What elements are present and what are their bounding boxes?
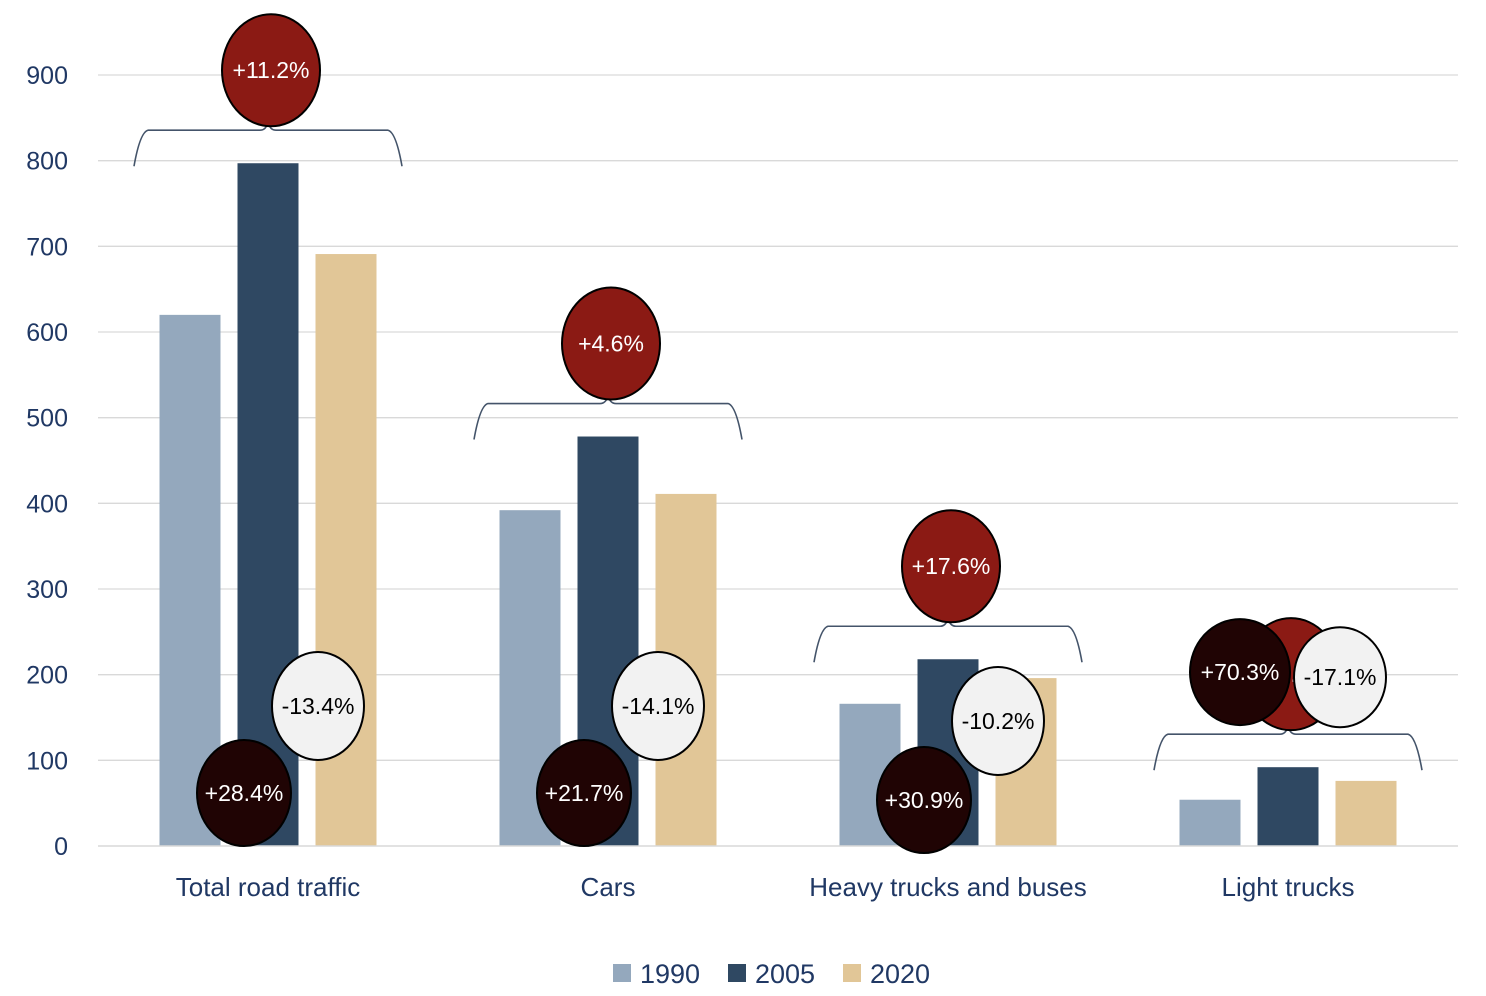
annotation-ellipse <box>561 286 661 401</box>
y-tick-label: 0 <box>54 833 68 861</box>
category-label: Total road traffic <box>176 872 361 902</box>
annotation-label: -14.1% <box>622 693 695 719</box>
annotation-label: +28.4% <box>205 780 284 806</box>
annotation-label: +70.3% <box>1201 659 1280 685</box>
annotation-bubble: +17.6% <box>901 509 1001 624</box>
annotation-ellipse <box>611 651 705 761</box>
bar-1990 <box>1179 799 1241 846</box>
bar-2005 <box>1257 767 1319 846</box>
annotation-label: -17.1% <box>1304 664 1377 690</box>
annotation-label: +4.6% <box>578 331 644 357</box>
y-tick-label: 300 <box>26 576 68 604</box>
annotation-ellipse <box>951 666 1045 776</box>
annotation-label: +11.2% <box>233 57 310 83</box>
y-tick-label: 900 <box>26 62 68 90</box>
annotation-ellipse <box>1293 626 1387 729</box>
annotation-bubble: +28.4% <box>196 739 292 847</box>
y-tick-label: 500 <box>26 405 68 433</box>
bar-2020 <box>1335 780 1397 846</box>
y-tick-label: 700 <box>26 233 68 261</box>
y-tick-label: 400 <box>26 490 68 518</box>
legend-swatch-2020 <box>843 964 861 982</box>
annotation-ellipse <box>536 739 632 847</box>
y-axis-tick-labels: 0 100 200 300 400 500 600 700 800 900 <box>26 62 68 861</box>
annotation-bubble: +11.2% <box>221 13 321 128</box>
annotation-bubble: +4.6% <box>561 286 661 401</box>
annotation-label: -10.2% <box>962 708 1035 734</box>
group-bracket <box>133 122 403 167</box>
annotation-ellipse <box>196 739 292 847</box>
legend-swatch-2005 <box>728 964 746 982</box>
legend-label: 1990 <box>640 959 700 989</box>
category-label: Light trucks <box>1222 872 1355 902</box>
annotation-bubble: -17.1% <box>1293 626 1387 729</box>
category-label: Heavy trucks and buses <box>809 872 1086 902</box>
y-tick-label: 200 <box>26 662 68 690</box>
group-bracket <box>813 618 1083 663</box>
legend: 1990 2005 2020 <box>613 959 930 989</box>
annotation-label: +30.9% <box>885 787 964 813</box>
group-bracket <box>1153 725 1423 771</box>
annotation-bubble: -10.2% <box>951 666 1045 776</box>
annotation-label: -13.4% <box>282 693 355 719</box>
legend-swatch-1990 <box>613 964 631 982</box>
legend-label: 2020 <box>870 959 930 989</box>
y-tick-label: 800 <box>26 148 68 176</box>
annotation-ellipse <box>1189 618 1291 727</box>
annotation-label: +17.6% <box>912 553 991 579</box>
annotation-ellipse <box>876 746 972 854</box>
annotation-ellipse <box>901 509 1001 624</box>
category-labels: Total road traffic Cars Heavy trucks and b… <box>176 872 1355 902</box>
legend-label: 2005 <box>755 959 815 989</box>
y-tick-label: 600 <box>26 319 68 347</box>
category-label: Cars <box>581 872 636 902</box>
annotation-ellipse <box>221 13 321 128</box>
annotation-bubble: +70.3% <box>1189 618 1291 727</box>
y-tick-label: 100 <box>26 747 68 775</box>
annotation-bubble: +21.7% <box>536 739 632 847</box>
annotation-label: +21.7% <box>545 780 624 806</box>
annotation-bubble: -13.4% <box>271 651 365 761</box>
annotations: +11.2% +28.4% -13.4% +4.6% +21.7% -14.1% +17.6… <box>196 13 1387 854</box>
annotation-ellipse <box>271 651 365 761</box>
annotation-bubble: -14.1% <box>611 651 705 761</box>
annotation-bubble: +30.9% <box>876 746 972 854</box>
